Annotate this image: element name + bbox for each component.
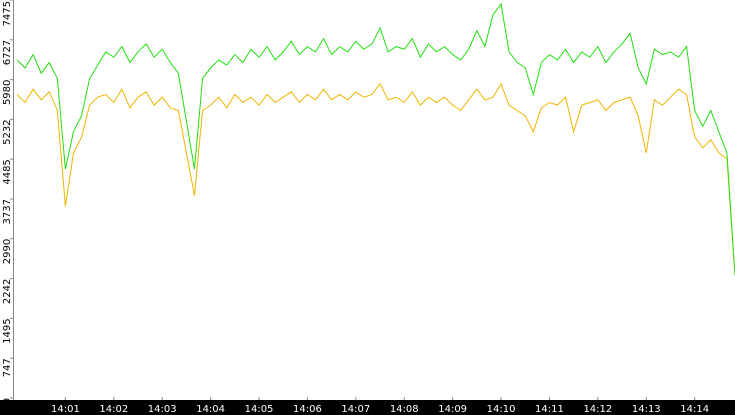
x-tick-label: 14:10: [487, 404, 516, 415]
y-tick-label: 7475: [2, 1, 13, 26]
x-tick-label: 14:02: [99, 404, 128, 415]
x-tick-label: 14:03: [148, 404, 177, 415]
series-line: [16, 2, 735, 276]
x-tick-label: 14:09: [438, 404, 467, 415]
y-tick-label: 5980: [2, 80, 13, 105]
x-tick-label: 14:08: [390, 404, 419, 415]
x-tick-label: 14:13: [632, 404, 661, 415]
y-tick-label: 0: [2, 398, 13, 404]
y-tick-label: 747: [2, 358, 13, 377]
series-line: [16, 82, 735, 276]
y-tick-label: 1495: [2, 318, 13, 343]
x-tick-label: 14:07: [341, 404, 370, 415]
x-axis-bar: [0, 400, 735, 415]
x-tick-label: 14:04: [196, 404, 225, 415]
x-tick-label: 14:12: [583, 404, 612, 415]
x-tick-label: 14:01: [51, 404, 80, 415]
y-tick-label: 5232: [2, 119, 13, 144]
x-tick-label: 14:14: [680, 404, 709, 415]
y-tick-label: 3737: [2, 199, 13, 224]
y-tick-label: 4485: [2, 159, 13, 184]
x-tick-label: 14:11: [535, 404, 564, 415]
y-tick-label: 2242: [2, 279, 13, 304]
y-tick-label: 6727: [2, 40, 13, 65]
x-tick-label: 14:05: [245, 404, 274, 415]
y-tick-label: 2990: [2, 239, 13, 264]
x-tick-label: 14:06: [293, 404, 322, 415]
